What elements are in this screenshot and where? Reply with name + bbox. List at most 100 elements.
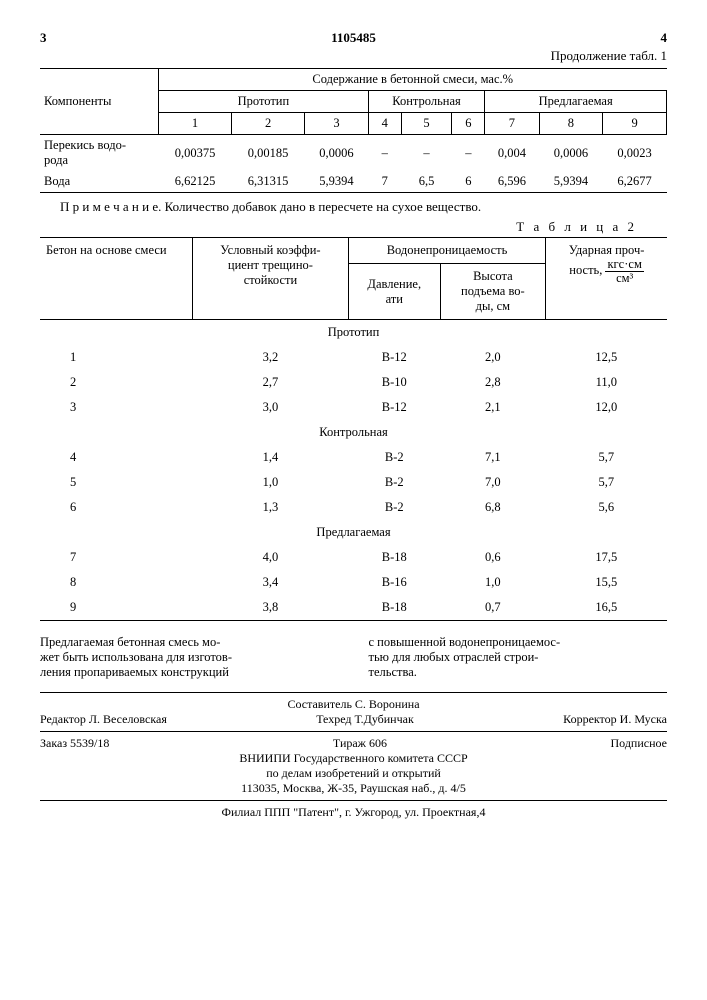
t1-num: 9: [603, 113, 667, 135]
t2-cell: 0,7: [440, 595, 546, 621]
t2-cell: 3: [40, 395, 193, 420]
t2-cell: 7: [40, 545, 193, 570]
t2-cell: В-12: [348, 395, 440, 420]
para-right: с повышенной водонепроницаемос- тью для …: [369, 635, 668, 680]
t1-cell: –: [368, 135, 401, 172]
table2: Бетон на основе смеси Условный коэффи- ц…: [40, 237, 667, 621]
t1-cell: 0,0006: [539, 135, 603, 172]
t2-cell: 3,0: [193, 395, 349, 420]
t2-cell: В-2: [348, 495, 440, 520]
t2-cell: В-12: [348, 345, 440, 370]
compiler: Составитель С. Воронина: [40, 697, 667, 712]
t2-cell: 4,0: [193, 545, 349, 570]
t1-cell: –: [452, 135, 485, 172]
page-right: 4: [660, 30, 667, 46]
t2-cell: 0,6: [440, 545, 546, 570]
t1-num: 5: [401, 113, 452, 135]
t2-col-coef: Условный коэффи- циент трещино- стойкост…: [193, 238, 349, 320]
editor: Редактор Л. Веселовская: [40, 712, 167, 727]
table1-continuation: Продолжение табл. 1: [40, 48, 667, 64]
tirazh: Тираж 606: [333, 736, 387, 751]
t2-cell: 5,7: [546, 470, 667, 495]
t1-cell: 0,004: [485, 135, 539, 172]
t1-cell: 6,31315: [232, 171, 305, 193]
t1-col-components: Компоненты: [40, 69, 159, 135]
t2-cell: 2: [40, 370, 193, 395]
t2-cell: 5: [40, 470, 193, 495]
t1-cell: 0,00185: [232, 135, 305, 172]
t1-cell: 6,5: [401, 171, 452, 193]
t1-group-control: Контрольная: [368, 91, 484, 113]
t1-col-content: Содержание в бетонной смеси, мас.%: [159, 69, 667, 91]
t2-cell: 1,0: [440, 570, 546, 595]
t2-col-water: Водонепроницаемость: [348, 238, 545, 264]
t2-cell: 3,4: [193, 570, 349, 595]
t2-group: Прототип: [40, 320, 667, 346]
t2-cell: В-18: [348, 545, 440, 570]
address: 113035, Москва, Ж-35, Раушская наб., д. …: [40, 781, 667, 796]
corrector: Корректор И. Муска: [563, 712, 667, 727]
t2-cell: 6,8: [440, 495, 546, 520]
t2-cell: В-10: [348, 370, 440, 395]
t1-cell: 0,0006: [305, 135, 369, 172]
t2-cell: 12,0: [546, 395, 667, 420]
t2-cell: 17,5: [546, 545, 667, 570]
t1-cell: 0,00375: [159, 135, 232, 172]
t1-num: 2: [232, 113, 305, 135]
page-header: 3 1105485 4: [40, 30, 667, 46]
t2-cell: 8: [40, 570, 193, 595]
order-no: Заказ 5539/18: [40, 736, 109, 751]
org-line2: по делам изобретений и открытий: [40, 766, 667, 781]
t1-num: 1: [159, 113, 232, 135]
t2-cell: 3,2: [193, 345, 349, 370]
t1-row-label: Вода: [40, 171, 159, 193]
table2-label: Т а б л и ц а 2: [40, 219, 637, 235]
t2-col-pressure: Давление, ати: [348, 264, 440, 320]
t2-cell: 4: [40, 445, 193, 470]
doc-number: 1105485: [331, 30, 376, 46]
page-left: 3: [40, 30, 47, 46]
note-label: П р и м е ч а н и е.: [60, 199, 161, 214]
t2-cell: 2,8: [440, 370, 546, 395]
t1-row-label: Перекись водо- рода: [40, 135, 159, 172]
t2-cell: 5,7: [546, 445, 667, 470]
t2-cell: 1: [40, 345, 193, 370]
t2-cell: 7,1: [440, 445, 546, 470]
t2-cell: 9: [40, 595, 193, 621]
t1-cell: 6,62125: [159, 171, 232, 193]
subscription: Подписное: [611, 736, 668, 751]
t2-cell: В-2: [348, 445, 440, 470]
t1-cell: 5,9394: [305, 171, 369, 193]
t1-cell: 6,596: [485, 171, 539, 193]
t1-group-proposed: Предлагаемая: [485, 91, 667, 113]
t2-group: Предлагаемая: [40, 520, 667, 545]
t2-group: Контрольная: [40, 420, 667, 445]
t2-cell: 6: [40, 495, 193, 520]
t2-cell: 12,5: [546, 345, 667, 370]
techred: Техред Т.Дубинчак: [316, 712, 414, 727]
t2-cell: 1,3: [193, 495, 349, 520]
note-text: Количество добавок дано в пересчете на с…: [165, 199, 482, 214]
t1-num: 3: [305, 113, 369, 135]
t2-cell: 2,1: [440, 395, 546, 420]
t1-cell: 5,9394: [539, 171, 603, 193]
t1-num: 4: [368, 113, 401, 135]
t2-cell: 3,8: [193, 595, 349, 621]
t1-num: 7: [485, 113, 539, 135]
t2-cell: 7,0: [440, 470, 546, 495]
t2-cell: 16,5: [546, 595, 667, 621]
t1-cell: 0,0023: [603, 135, 667, 172]
t2-cell: 2,7: [193, 370, 349, 395]
t2-col-height: Высота подъема во- ды, см: [440, 264, 546, 320]
t2-cell: В-2: [348, 470, 440, 495]
credits-block: Составитель С. Воронина Редактор Л. Весе…: [40, 692, 667, 820]
t2-cell: 2,0: [440, 345, 546, 370]
t2-cell: В-18: [348, 595, 440, 621]
t2-cell: 1,0: [193, 470, 349, 495]
table1-note: П р и м е ч а н и е. Количество добавок …: [60, 199, 667, 215]
t1-num: 8: [539, 113, 603, 135]
t1-cell: 6,2677: [603, 171, 667, 193]
table1: Компоненты Содержание в бетонной смеси, …: [40, 68, 667, 193]
org-line1: ВНИИПИ Государственного комитета СССР: [40, 751, 667, 766]
paragraph: Предлагаемая бетонная смесь мо- жет быть…: [40, 635, 667, 680]
